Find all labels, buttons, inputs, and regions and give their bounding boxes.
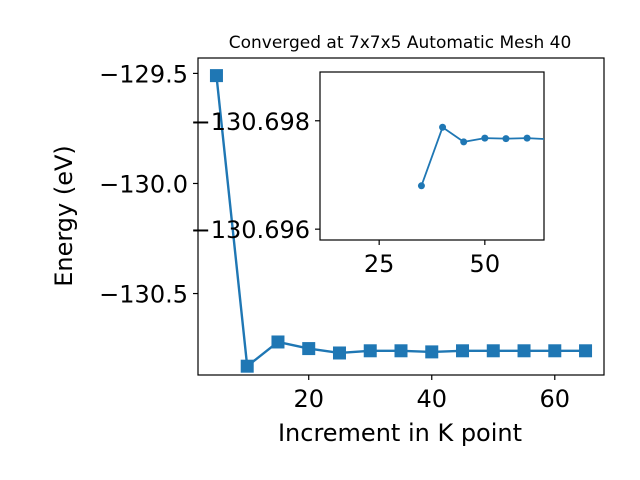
- inset-data-point: [502, 135, 510, 143]
- main-data-point: [240, 359, 254, 373]
- inset-plot-area: 25 50 −130.698 −130.696: [191, 71, 545, 278]
- main-data-point: [332, 346, 346, 360]
- main-data-point: [271, 335, 285, 349]
- y-axis-label: Energy (eV): [50, 145, 78, 287]
- inset-data-point: [523, 134, 531, 142]
- main-data-point: [363, 344, 377, 358]
- inset-x-tick-label: 50: [470, 250, 501, 278]
- main-data-point: [209, 69, 223, 83]
- main-y-tick-label: −130.5: [99, 281, 188, 309]
- inset-data-point: [439, 123, 447, 131]
- inset-y-tick-label: −130.698: [191, 108, 310, 136]
- main-data-point: [302, 342, 316, 356]
- main-data-point: [548, 344, 562, 358]
- inset-data-point: [460, 138, 468, 146]
- main-data-point: [456, 344, 470, 358]
- main-y-tick-label: −130.0: [99, 170, 188, 198]
- inset-data-point: [417, 182, 425, 190]
- main-y-tick-label: −129.5: [99, 60, 188, 88]
- main-data-point: [517, 344, 531, 358]
- inset-x-tick-label: 25: [364, 250, 395, 278]
- chart-title: Converged at 7x7x5 Automatic Mesh 40: [229, 33, 572, 53]
- main-data-point: [394, 344, 408, 358]
- main-data-point: [579, 344, 593, 358]
- x-axis-label: Increment in K point: [278, 419, 522, 447]
- main-x-tick-label: 20: [293, 385, 324, 413]
- main-data-point: [486, 344, 500, 358]
- main-data-point: [425, 345, 439, 359]
- main-x-tick-label: 40: [416, 385, 447, 413]
- main-x-tick-label: 60: [540, 385, 571, 413]
- inset-data-point: [481, 134, 489, 142]
- inset-y-tick-label: −130.696: [191, 216, 310, 244]
